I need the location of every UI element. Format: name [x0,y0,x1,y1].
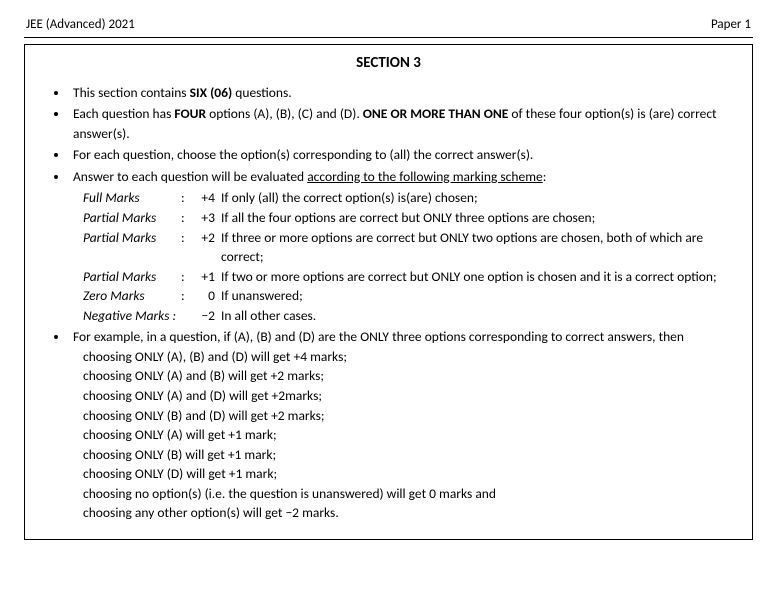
instruction-box: SECTION 3 This section contains SIX (06)… [24,44,753,540]
scheme-mark: 0 [193,286,221,306]
text: questions. [232,84,292,101]
header-left: JEE (Advanced) 2021 [26,16,135,35]
scheme-desc: If only (all) the correct option(s) is(a… [221,188,734,208]
scheme-desc: In all other cases. [221,306,734,326]
text: This section contains [73,84,190,101]
example-lead: For example, in a question, if (A), (B) … [73,328,684,345]
text: Each question has [73,105,174,122]
scheme-label: Partial Marks [83,228,181,248]
scheme-mark: +1 [193,267,221,287]
scheme-mark: +3 [193,208,221,228]
example-line: choosing any other option(s) will get −2… [83,503,734,523]
scheme-mark: +2 [193,228,221,248]
text: Answer to each question will be evaluate… [73,168,307,185]
bullet-3: For each question, choose the option(s) … [69,145,734,165]
text-bold: FOUR [174,105,206,122]
bullet-2: Each question has FOUR options (A), (B),… [69,104,734,143]
example-lines: choosing ONLY (A), (B) and (D) will get … [83,347,734,523]
example-line: choosing ONLY (B) will get +1 mark; [83,445,734,465]
bullet-1: This section contains SIX (06) questions… [69,83,734,103]
scheme-label: Negative Marks : [83,306,193,326]
scheme-colon: : [181,188,193,208]
scheme-mark: +4 [193,188,221,208]
example-line: choosing ONLY (D) will get +1 mark; [83,464,734,484]
bullet-5-example: For example, in a question, if (A), (B) … [69,327,734,523]
scheme-row: Partial Marks:+3If all the four options … [83,208,734,228]
example-line: choosing ONLY (A) and (B) will get +2 ma… [83,366,734,386]
scheme-label: Zero Marks [83,286,181,306]
scheme-row: Partial Marks:+2If three or more options… [83,228,734,267]
scheme-desc: If unanswered; [221,286,734,306]
scheme-colon: : [181,286,193,306]
scheme-mark: −2 [193,306,221,326]
scheme-row: Negative Marks :−2In all other cases. [83,306,734,326]
header-rule [24,37,753,38]
marking-scheme: Full Marks:+4If only (all) the correct o… [83,188,734,325]
bullet-list: This section contains SIX (06) questions… [43,83,734,523]
text: : [543,168,547,185]
scheme-desc: If all the four options are correct but … [221,208,734,228]
scheme-label: Full Marks [83,188,181,208]
example-line: choosing no option(s) (i.e. the question… [83,484,734,504]
scheme-colon: : [181,208,193,228]
scheme-row: Full Marks:+4If only (all) the correct o… [83,188,734,208]
scheme-colon: : [181,267,193,287]
header-right: Paper 1 [711,16,751,35]
bullet-4: Answer to each question will be evaluate… [69,167,734,326]
scheme-row: Zero Marks:0If unanswered; [83,286,734,306]
example-line: choosing ONLY (B) and (D) will get +2 ma… [83,406,734,426]
scheme-label: Partial Marks [83,267,181,287]
text-bold: ONE OR MORE THAN ONE [363,105,509,122]
scheme-label: Partial Marks [83,208,181,228]
example-line: choosing ONLY (A), (B) and (D) will get … [83,347,734,367]
text-underline: according to the following marking schem… [307,168,543,185]
page-header: JEE (Advanced) 2021 Paper 1 [24,16,753,35]
scheme-desc: If three or more options are correct but… [221,228,734,267]
scheme-row: Partial Marks:+1If two or more options a… [83,267,734,287]
text: options (A), (B), (C) and (D). [206,105,363,122]
example-line: choosing ONLY (A) will get +1 mark; [83,425,734,445]
scheme-desc: If two or more options are correct but O… [221,267,734,287]
example-line: choosing ONLY (A) and (D) will get +2mar… [83,386,734,406]
section-title: SECTION 3 [43,53,734,75]
text-bold: SIX (06) [190,84,233,101]
scheme-colon: : [181,228,193,248]
